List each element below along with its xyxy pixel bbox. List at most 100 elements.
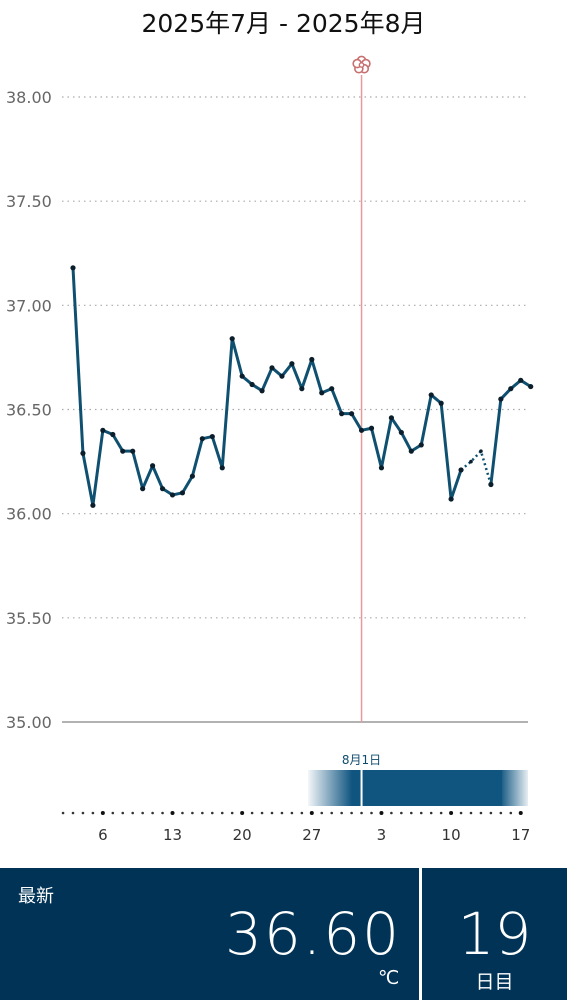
x-axis-dot <box>509 811 513 815</box>
x-axis-major-dot <box>100 811 105 815</box>
cycle-day-unit: 日目 <box>475 971 514 993</box>
temperature-point[interactable] <box>130 448 136 454</box>
temperature-point[interactable] <box>209 433 215 440</box>
x-axis-dot <box>211 811 214 815</box>
chart-title: 2025年7月 - 2025年8月 <box>141 9 426 38</box>
temperature-point[interactable] <box>189 473 195 479</box>
temperature-point[interactable] <box>378 465 385 471</box>
x-axis-dot <box>300 811 304 815</box>
estimated-point <box>479 449 483 453</box>
temperature-series-line <box>71 267 463 507</box>
temperature-point[interactable] <box>90 502 96 508</box>
x-axis-dot <box>370 811 373 815</box>
latest-label: 最新 <box>18 886 54 907</box>
visible-range-bar[interactable] <box>352 770 502 806</box>
temperature-point[interactable] <box>140 486 146 492</box>
x-axis-dot <box>469 811 473 815</box>
temperature-point[interactable] <box>239 373 245 379</box>
temperature-point[interactable] <box>488 481 494 488</box>
latest-temperature-value: 36.60 <box>224 900 401 968</box>
temperature-point[interactable] <box>418 442 424 448</box>
temperature-point[interactable] <box>498 396 504 402</box>
x-axis-dot <box>270 811 274 815</box>
x-tick-label: 6 <box>98 826 108 844</box>
summary-divider <box>419 868 422 1000</box>
x-tick-label: 20 <box>233 826 252 844</box>
x-axis-dot <box>419 811 423 815</box>
temperature-point[interactable] <box>259 388 265 394</box>
temperature-point[interactable] <box>229 336 235 342</box>
temperature-point[interactable] <box>150 463 156 469</box>
x-axis-dot <box>61 811 65 815</box>
x-axis-major-dot <box>449 811 454 815</box>
temperature-point[interactable] <box>249 381 255 388</box>
temperature-point[interactable] <box>448 496 454 502</box>
temperature-point[interactable] <box>269 365 275 371</box>
temperature-point[interactable] <box>368 425 375 431</box>
temperature-point[interactable] <box>120 448 126 454</box>
temperature-point[interactable] <box>169 492 176 498</box>
x-axis-dot <box>330 811 334 815</box>
temperature-series-line <box>489 378 532 485</box>
temperature-point[interactable] <box>289 361 295 367</box>
temperature-point[interactable] <box>219 465 225 471</box>
temperature-point[interactable] <box>70 265 76 271</box>
temperature-point[interactable] <box>319 390 325 396</box>
x-axis-major-dot <box>309 811 314 815</box>
temperature-point[interactable] <box>388 415 394 421</box>
temperature-point[interactable] <box>508 386 514 392</box>
temperature-point[interactable] <box>80 450 86 456</box>
temperature-point[interactable] <box>458 467 464 473</box>
temperature-point[interactable] <box>339 411 345 417</box>
x-axis-dot <box>220 811 224 815</box>
summary-panel <box>0 868 567 1000</box>
x-axis-dot <box>191 811 194 815</box>
temperature-point[interactable] <box>309 356 315 363</box>
x-tick-label: 10 <box>442 826 461 844</box>
x-axis-dot <box>141 811 144 815</box>
x-axis-dot <box>340 811 343 815</box>
x-axis-dot <box>250 811 254 815</box>
x-axis-dot <box>320 811 324 815</box>
x-axis-dot <box>260 811 264 815</box>
y-tick-label: 37.00 <box>6 296 52 315</box>
x-axis-dot <box>350 811 353 815</box>
temperature-point[interactable] <box>358 427 365 433</box>
temperature-point[interactable] <box>179 490 186 496</box>
temperature-unit: ℃ <box>378 967 400 989</box>
x-axis-dot <box>181 811 184 815</box>
x-axis-dot <box>161 811 164 815</box>
x-axis-dot <box>111 811 115 815</box>
x-axis-dot <box>390 811 393 815</box>
x-axis-dot <box>151 811 154 815</box>
temperature-point[interactable] <box>528 383 534 390</box>
x-axis-dot <box>280 811 284 815</box>
temperature-point[interactable] <box>349 411 355 417</box>
x-axis-dot <box>230 811 234 815</box>
temperature-point[interactable] <box>518 377 524 383</box>
x-axis-dot <box>429 811 433 815</box>
temperature-point[interactable] <box>299 386 305 392</box>
x-axis-dot <box>131 811 134 815</box>
temperature-point[interactable] <box>398 429 404 436</box>
temperature-point[interactable] <box>100 427 106 433</box>
x-axis-dot <box>499 811 503 815</box>
x-axis-major-dot <box>170 811 175 815</box>
temperature-point[interactable] <box>408 448 414 454</box>
x-axis-dot <box>459 811 463 815</box>
y-tick-label: 38.00 <box>6 88 52 107</box>
temperature-point[interactable] <box>329 386 335 392</box>
temperature-point[interactable] <box>428 392 434 398</box>
x-axis-dot <box>479 811 483 815</box>
flower-center <box>358 62 365 68</box>
x-axis-dot <box>71 811 75 815</box>
temperature-point[interactable] <box>438 400 444 406</box>
temperature-point[interactable] <box>110 431 116 438</box>
y-tick-label: 35.50 <box>6 609 52 628</box>
temperature-point[interactable] <box>279 373 285 379</box>
temperature-point[interactable] <box>159 486 166 492</box>
temperature-point[interactable] <box>199 436 205 442</box>
temperature-chart[interactable]: 38.00 37.50 37.00 36.50 36.00 35.50 35.00 8月1日… <box>0 0 567 860</box>
x-axis-dot <box>439 811 443 815</box>
flower-icon[interactable] <box>352 55 371 74</box>
